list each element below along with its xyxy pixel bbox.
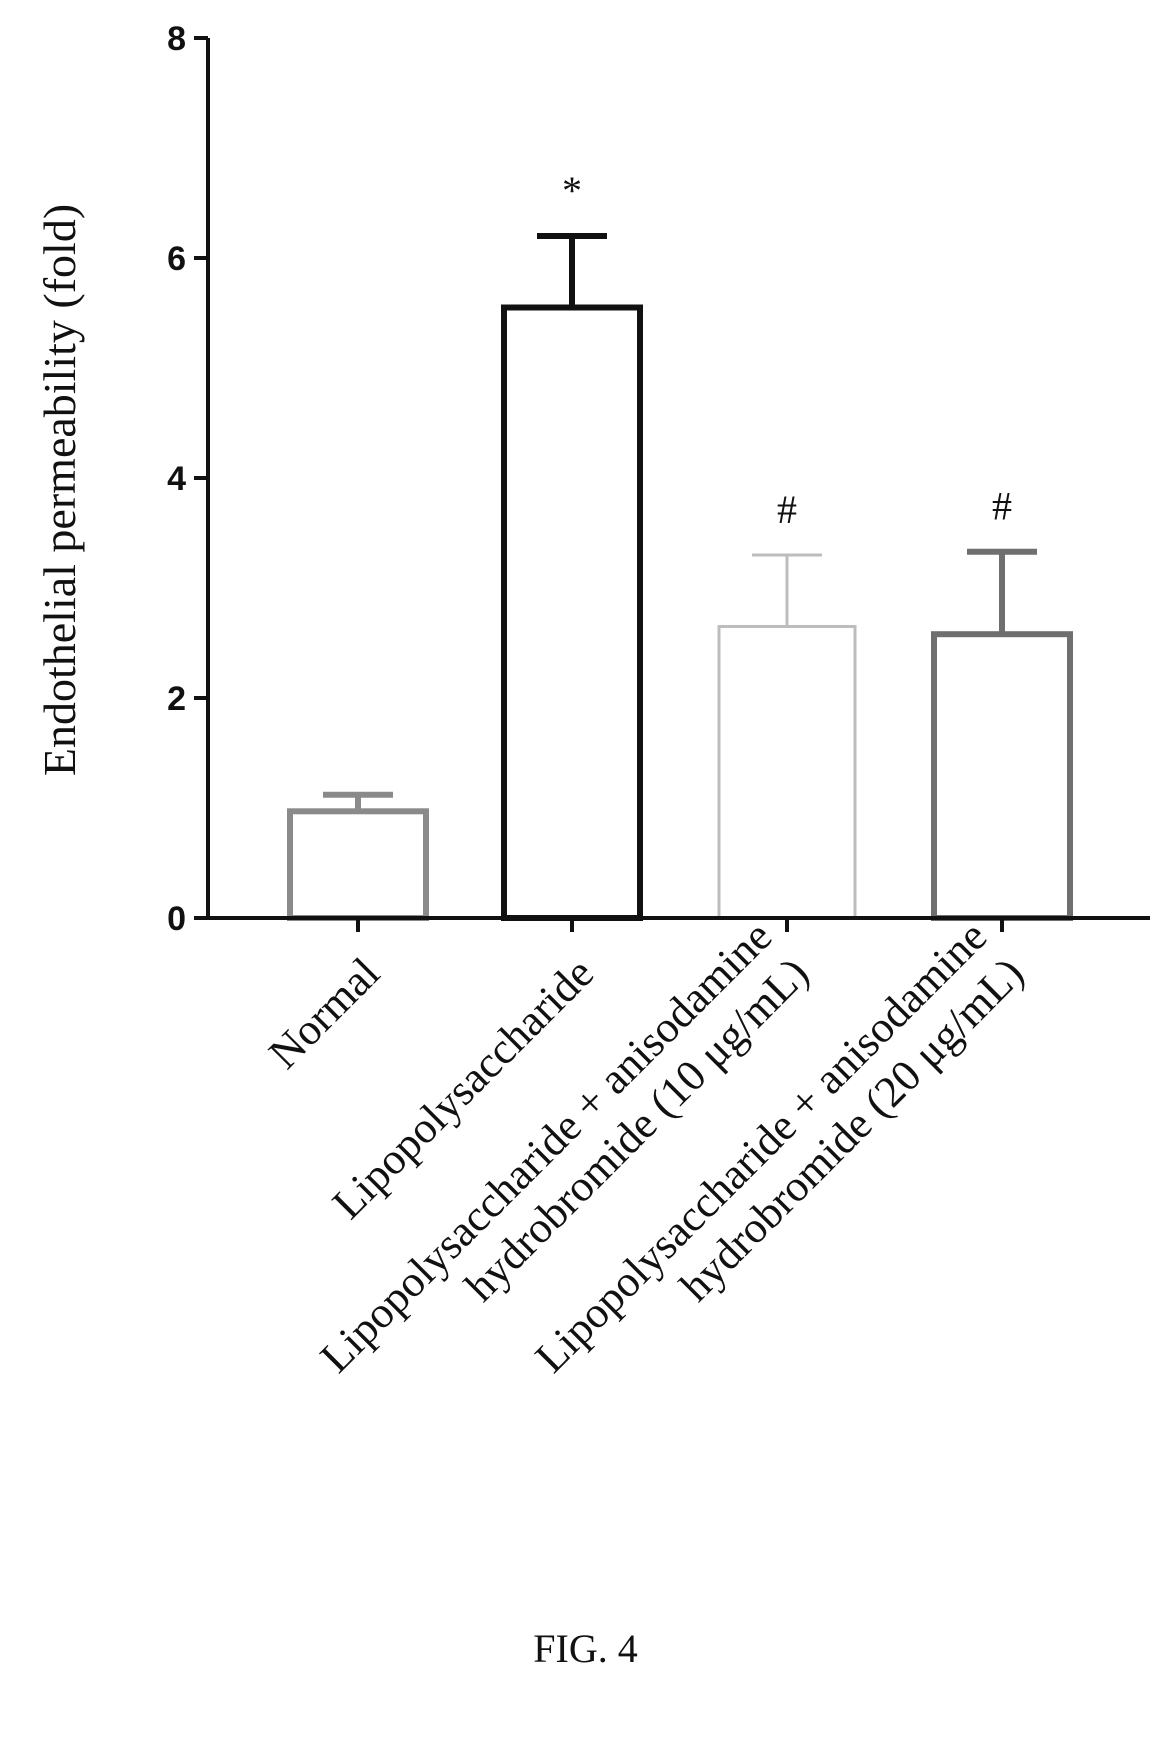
y-tick-label: 0 (167, 900, 186, 938)
y-tick-label: 8 (167, 20, 186, 58)
y-tick-label: 4 (167, 460, 186, 498)
y-axis: 0 2 4 6 8 (167, 20, 210, 938)
x-category-label-line: Normal (259, 948, 389, 1078)
bar (931, 631, 1073, 921)
y-tick-label: 2 (167, 680, 186, 718)
y-tick-label: 6 (167, 240, 186, 278)
significance-marker: # (777, 487, 797, 532)
bar (287, 808, 429, 921)
significance-marker: * (562, 168, 582, 213)
significance-marker: # (992, 484, 1012, 529)
x-axis: NormalLipopolysaccharideLipopolysacchari… (206, 912, 1150, 1382)
x-category-label: Normal (259, 948, 389, 1078)
bar (717, 625, 857, 920)
bar-chart: 0 2 4 6 8 * # # NormalLipopolysaccharideLipopo… (34, 20, 1150, 1382)
x-category-label-line: hydrobromide (20 μg/mL) (671, 948, 1033, 1310)
bars: * # # (287, 168, 1073, 921)
bar (501, 304, 643, 921)
y-axis-label: Endothelial permeability (fold) (34, 204, 85, 776)
figure-caption: FIG. 4 (533, 1626, 638, 1671)
